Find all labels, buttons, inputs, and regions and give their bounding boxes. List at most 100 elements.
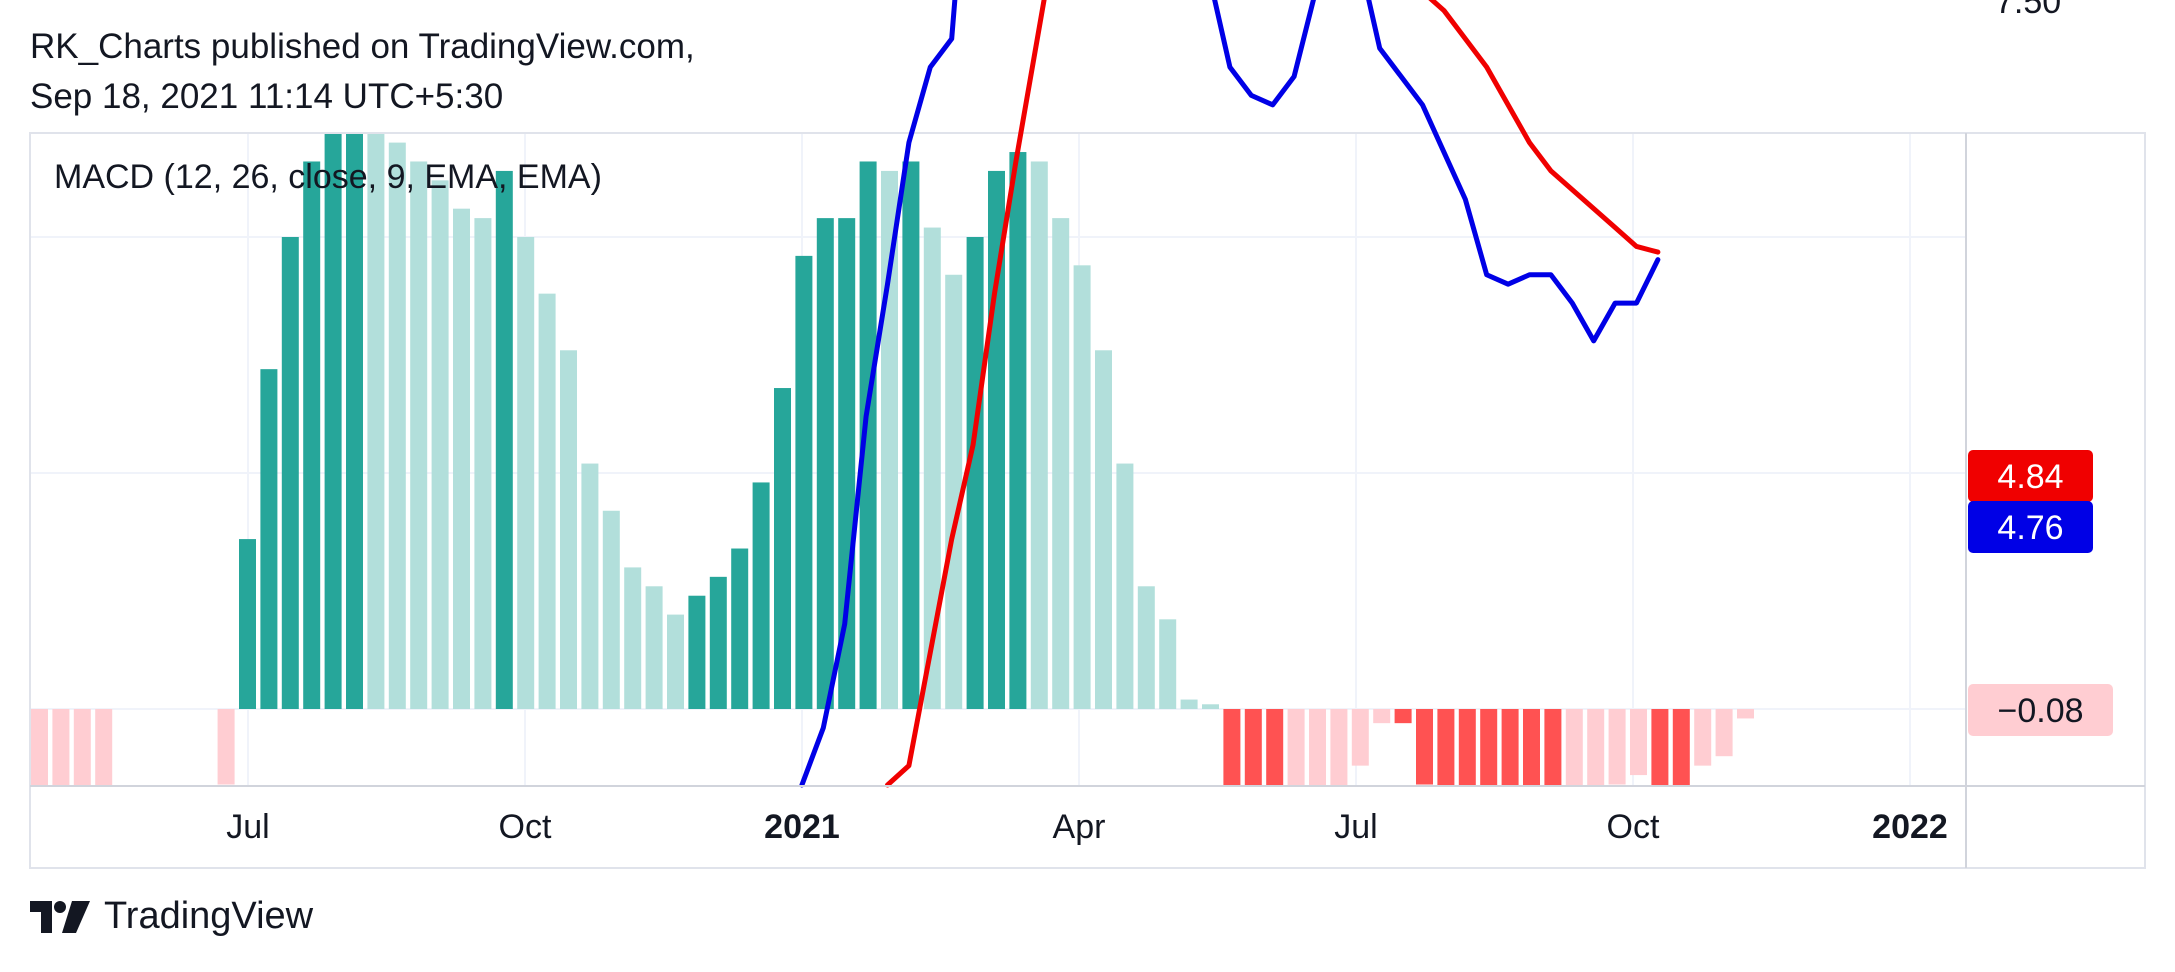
histogram-bar [560, 350, 577, 709]
tradingview-logo[interactable]: TradingView [30, 895, 313, 938]
time-axis[interactable]: Jul Oct 2021 Apr Jul Oct 2022 [226, 808, 1948, 846]
histogram-bar [1501, 709, 1519, 785]
histogram-bar [1672, 709, 1690, 785]
histogram-bar [1309, 709, 1326, 785]
histogram-bar [795, 255, 813, 709]
indicator-title: MACD (12, 26, close, 9, EMA, EMA) [54, 158, 602, 196]
macd-line [799, 0, 1661, 788]
histogram-bar [1073, 265, 1091, 709]
histogram-bar [923, 227, 941, 709]
histogram-bar [1052, 218, 1070, 709]
price-labels: 4.84 4.76 −0.08 [1968, 450, 2113, 736]
histogram-bar [1458, 709, 1476, 785]
brand-name: TradingView [104, 895, 314, 937]
histogram-bar [752, 482, 770, 709]
histogram-bar [1351, 709, 1369, 766]
histogram-bar [410, 161, 428, 710]
histogram-bar [688, 595, 706, 709]
x-tick-label: Apr [1053, 808, 1106, 846]
histogram-bar [902, 161, 920, 710]
histogram-bar [52, 709, 70, 785]
histogram-bar [1287, 709, 1305, 785]
histogram-bar [1202, 704, 1219, 709]
histogram-bar [881, 170, 898, 710]
histogram-bar [602, 510, 620, 709]
histogram-bar [645, 586, 663, 709]
histogram-bar [260, 369, 278, 709]
x-tick-label: 2021 [764, 808, 840, 846]
histogram-bar [966, 237, 984, 709]
histogram-bar [1266, 709, 1284, 785]
histogram-bar [367, 134, 385, 709]
price-label-text: 4.76 [1997, 509, 2063, 547]
histogram-bar [1009, 152, 1027, 710]
y-tick-label: 7.50 [1995, 0, 2061, 21]
price-axis[interactable]: 15.0012.5010.007.502.50 [1995, 0, 2080, 493]
histogram-bar [945, 274, 963, 709]
histogram-bar [1544, 709, 1562, 785]
histogram-bar [1223, 709, 1241, 785]
histogram-bar [1608, 709, 1626, 785]
histogram-bar [1030, 161, 1048, 710]
histogram-bar [388, 142, 406, 710]
histogram-bar [709, 576, 727, 709]
histogram-bar [1651, 709, 1669, 785]
price-label-box [1968, 684, 2113, 736]
histogram-bar [1095, 350, 1112, 709]
x-tick-label: Oct [499, 808, 552, 846]
histogram-bar [1180, 699, 1198, 709]
price-label-text: 4.84 [1997, 458, 2063, 496]
histogram-bar [1480, 709, 1498, 785]
price-label-text: −0.08 [1997, 692, 2083, 730]
histogram-bar [774, 388, 791, 709]
histogram-bar [538, 293, 556, 709]
histogram-bar [239, 539, 256, 709]
date-line: Sep 18, 2021 11:14 UTC+5:30 [30, 77, 504, 116]
histogram-bar [95, 709, 113, 785]
chart-header: RK_Charts published on TradingView.com, … [30, 22, 695, 122]
price-label-box [1968, 501, 2093, 553]
histogram-bar [1694, 709, 1712, 766]
histogram-bar [1587, 709, 1605, 785]
signal-line [885, 0, 1661, 788]
chart-frame [29, 132, 2146, 869]
histogram-bar [624, 567, 642, 709]
price-label-box [1968, 450, 2093, 502]
indicator-lines [799, 0, 1661, 788]
histogram-bar [1244, 709, 1262, 785]
histogram-bar [303, 161, 321, 710]
histogram-bar [1116, 463, 1134, 709]
histogram-bar [816, 218, 834, 709]
x-tick-label: Jul [226, 808, 269, 846]
histogram-bar [346, 134, 363, 709]
histogram-bar [1137, 586, 1155, 709]
histogram-bar [324, 134, 342, 709]
histogram-bar [1159, 619, 1177, 709]
histogram-bar [731, 548, 749, 709]
histogram-bar [1630, 709, 1647, 776]
histogram-bar [1715, 709, 1733, 757]
x-tick-label: 2022 [1872, 808, 1948, 846]
histogram-bar [1373, 709, 1391, 724]
histogram-bar [474, 218, 492, 709]
histogram-bar [1437, 709, 1455, 785]
histogram-bar [1523, 709, 1540, 785]
histogram-bar [73, 709, 91, 785]
histogram-bar [217, 709, 235, 785]
histogram-bar [31, 709, 48, 785]
x-tick-label: Jul [1334, 808, 1377, 846]
histogram-bar [1330, 709, 1348, 785]
tradingview-logo-icon [30, 900, 90, 933]
histogram-bar [1565, 709, 1583, 785]
histogram-bar [431, 180, 449, 710]
histogram-bar [281, 237, 299, 709]
histogram-bar [1737, 709, 1754, 719]
publisher-line: RK_Charts published on TradingView.com, [30, 27, 695, 66]
histogram [31, 134, 1754, 785]
histogram-bar [1394, 709, 1412, 724]
histogram-bar [859, 161, 877, 710]
histogram-bar [517, 237, 535, 709]
x-tick-label: Oct [1607, 808, 1660, 846]
histogram-bar [581, 463, 599, 709]
